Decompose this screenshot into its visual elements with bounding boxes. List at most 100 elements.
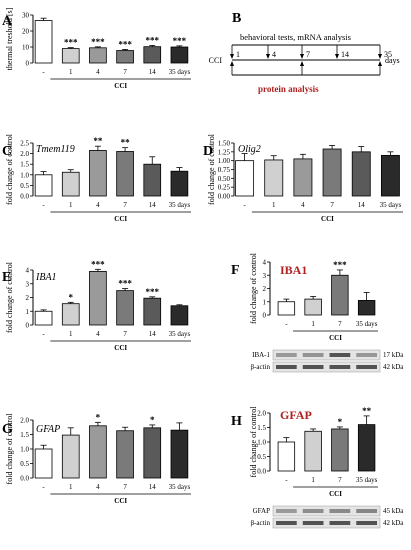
blot-label: β-actin [251, 519, 271, 527]
x-tick-label: 1 [69, 483, 73, 491]
x-tick-label: 7 [338, 476, 342, 484]
timeline-tick-label: 7 [306, 50, 310, 59]
y-tick-label: 2 [263, 285, 267, 293]
bar [170, 305, 189, 326]
y-tick-label: 30 [22, 12, 30, 20]
blot-band [329, 353, 351, 357]
timeline-arrowhead [230, 54, 234, 59]
y-tick-label: 1.0 [20, 171, 29, 179]
panel-letter: D [203, 144, 213, 159]
panel-letter: C [2, 144, 12, 159]
panel-letter: F [231, 263, 240, 278]
panel-title: Olig2 [238, 144, 261, 155]
blot-kda: 42 kDa [383, 519, 404, 527]
y-tick-label: 0.25 [218, 184, 231, 192]
protein-arrowhead [230, 61, 234, 66]
y-tick-label: 4 [26, 267, 30, 275]
blot-band [276, 521, 297, 525]
x-tick-label: 1 [69, 330, 73, 338]
group-label: CCI [329, 490, 342, 498]
significance-label: *** [118, 279, 132, 289]
bar [89, 150, 107, 197]
blot-band [276, 365, 297, 369]
x-tick-label: - [42, 68, 45, 76]
significance-label: *** [118, 39, 132, 49]
x-tick-label: 1 [69, 201, 73, 209]
significance-label: ** [121, 138, 131, 148]
significance-label: ** [93, 136, 103, 146]
bar [331, 274, 349, 316]
bar [331, 428, 349, 472]
bar [351, 151, 371, 197]
timeline-tick-label: 35 [384, 50, 392, 59]
x-tick-label: 35 days [380, 201, 402, 209]
x-tick-label: - [285, 476, 288, 484]
significance-label: *** [146, 35, 160, 45]
x-tick-label: 7 [330, 201, 334, 209]
x-tick-label: - [42, 483, 45, 491]
significance-label: *** [91, 259, 105, 269]
x-tick-label: 1 [311, 476, 315, 484]
timeline-tick-label: 1 [236, 50, 240, 59]
timeline-start-label: CCI [209, 56, 223, 65]
blot-band [329, 509, 351, 513]
protein-arrowhead [378, 61, 382, 66]
panel-title: IBA1 [280, 263, 307, 277]
x-tick-label: 14 [358, 201, 366, 209]
bar [293, 158, 313, 197]
bar [357, 300, 376, 316]
significance-label: * [338, 417, 343, 427]
timeline-arrowhead [335, 54, 339, 59]
y-tick-label: 1.25 [218, 148, 231, 156]
y-tick-label: 0.75 [218, 166, 231, 174]
blot-band [302, 365, 324, 369]
bar [304, 298, 322, 316]
x-tick-label: 4 [301, 201, 305, 209]
blot-kda: 42 kDa [383, 363, 404, 371]
significance-label: *** [64, 38, 78, 48]
bar [322, 148, 342, 197]
significance-label: *** [333, 260, 347, 270]
y-tick-label: 0 [26, 60, 30, 68]
bar [116, 290, 134, 326]
blot-band [356, 365, 377, 369]
y-axis-label: fold change of control [5, 261, 14, 333]
bar [143, 427, 162, 479]
x-tick-label: 35 days [169, 483, 191, 491]
y-tick-label: 20 [22, 28, 30, 36]
panel-f: F IBA1 fold change of control 0 1 2 3 4 - 1 *** 7 35… [231, 252, 404, 373]
blot-kda: 17 kDa [383, 351, 404, 359]
blot-band [276, 509, 297, 513]
y-axis-label: fold change of control [249, 252, 258, 324]
bar [116, 50, 134, 64]
bar [34, 448, 53, 479]
y-axis-label: fold change of control [5, 133, 14, 205]
panel-letter: B [232, 11, 241, 26]
group-label: CCI [114, 215, 127, 223]
significance-label: *** [91, 37, 105, 47]
y-tick-label: 0.0 [257, 468, 266, 476]
panel-c: C Tmem119 fold change of control 0.0 0.5 1.0 1… [2, 133, 191, 223]
blot-label: β-actin [251, 363, 271, 371]
blot-kda: 45 kDa [383, 507, 404, 515]
y-tick-label: 1.50 [218, 140, 231, 148]
y-tick-label: 0.00 [218, 193, 231, 201]
y-tick-label: 3 [263, 272, 267, 280]
timeline-arrowhead [266, 54, 270, 59]
y-tick-label: 1.5 [20, 161, 29, 169]
y-tick-label: 4 [263, 259, 267, 267]
x-tick-label: - [42, 330, 45, 338]
y-tick-label: 0.5 [257, 453, 266, 461]
y-tick-label: 2 [26, 294, 30, 302]
x-tick-label: 35 days [169, 68, 191, 76]
panel-g: G GFAP fold change of control 0.0 0.5 1.0 1.5 2… [2, 412, 191, 505]
y-tick-label: 1.5 [20, 431, 29, 439]
x-tick-label: 1 [69, 68, 73, 76]
significance-label: *** [173, 36, 187, 46]
y-axis-label: thermal treshold [s] [5, 7, 14, 70]
y-tick-label: 0 [26, 322, 30, 330]
blot-label: GFAP [253, 507, 270, 515]
blot-strip [272, 349, 381, 361]
y-tick-label: 3 [26, 280, 30, 288]
